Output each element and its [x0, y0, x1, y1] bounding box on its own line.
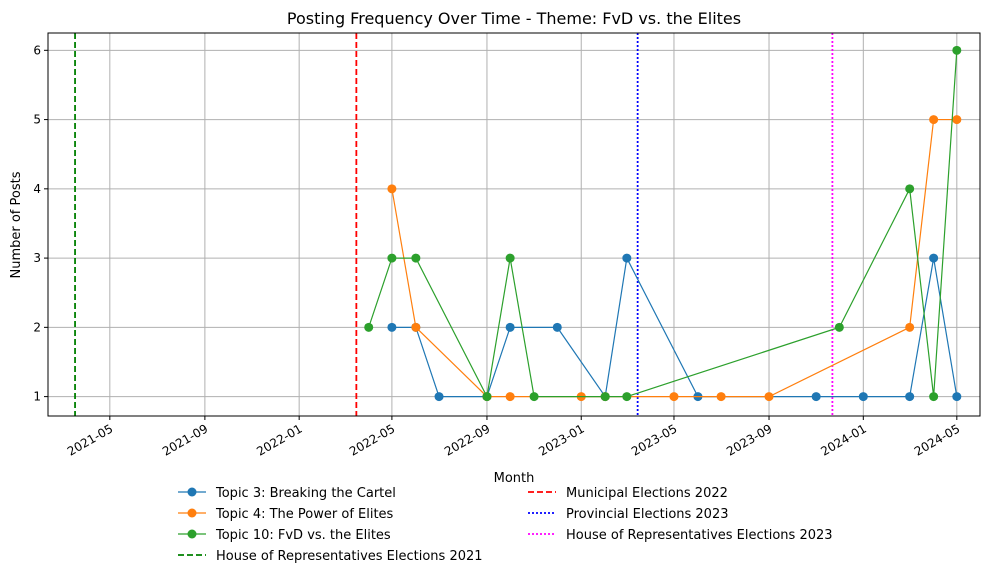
data-point [905, 184, 915, 194]
y-tick-label: 4 [33, 182, 41, 196]
series-layer [364, 45, 962, 402]
data-point [364, 322, 374, 332]
data-point [505, 392, 515, 402]
grid [48, 33, 980, 416]
legend-item: House of Representatives Elections 2021 [178, 549, 483, 564]
legend-label: Provincial Elections 2023 [566, 507, 729, 522]
data-point [387, 322, 397, 332]
x-axis-label: Month [494, 471, 535, 486]
legend-marker [187, 508, 197, 518]
series-line [391, 118, 957, 398]
data-point [905, 322, 915, 332]
data-point [764, 392, 774, 402]
legend-label: Topic 4: The Power of Elites [215, 507, 394, 522]
data-point [505, 322, 515, 332]
y-axis-label: Number of Posts [9, 171, 24, 278]
data-point [905, 392, 915, 402]
legend-item: Topic 10: FvD vs. the Elites [178, 528, 391, 543]
series-line [368, 50, 958, 399]
x-tick-label: 2023-01 [536, 421, 586, 458]
data-point [952, 392, 962, 402]
legend-label: Municipal Elections 2022 [566, 486, 728, 501]
legend-label: House of Representatives Elections 2021 [216, 549, 483, 564]
legend-item: Provincial Elections 2023 [528, 507, 729, 522]
legend-label: Topic 3: Breaking the Cartel [215, 486, 396, 501]
x-axis: 2021-05 2021-09 2022-01 2022-05 2022-09 2023-… [65, 416, 962, 459]
legend-item: Topic 3: Breaking the Cartel [178, 486, 396, 501]
x-tick-label: 2021-05 [65, 421, 115, 458]
x-tick-label: 2024-01 [818, 421, 868, 458]
data-point [387, 253, 397, 263]
data-point [622, 253, 632, 263]
data-point [482, 392, 492, 402]
data-point [552, 322, 562, 332]
data-point [952, 45, 962, 55]
data-point [952, 115, 962, 125]
y-tick-label: 1 [33, 390, 41, 404]
data-point [529, 392, 539, 402]
legend-item: Topic 4: The Power of Elites [178, 507, 394, 522]
chart-title: Posting Frequency Over Time - Theme: FvD… [287, 9, 741, 28]
data-point [411, 253, 421, 263]
data-point [622, 392, 632, 402]
x-tick-label: 2022-01 [254, 421, 304, 458]
data-point [929, 115, 939, 125]
data-point [834, 322, 844, 332]
data-point [411, 322, 421, 332]
data-point [811, 392, 821, 402]
legend-marker [187, 487, 197, 497]
x-tick-label: 2023-09 [724, 421, 774, 458]
y-tick-label: 5 [33, 113, 41, 127]
data-point [858, 392, 868, 402]
x-tick-label: 2023-05 [629, 421, 679, 458]
plot-frame [47, 32, 981, 417]
data-point [716, 392, 726, 402]
data-point [929, 253, 939, 263]
legend-label: Topic 10: FvD vs. the Elites [215, 528, 391, 543]
legend-label: House of Representatives Elections 2023 [566, 528, 833, 543]
data-point [505, 253, 515, 263]
y-tick-label: 6 [33, 43, 41, 57]
x-tick-label: 2021-09 [160, 421, 210, 458]
x-tick-label: 2022-05 [347, 421, 397, 458]
legend-item: House of Representatives Elections 2023 [528, 528, 833, 543]
y-tick-label: 2 [33, 320, 41, 334]
data-point [929, 392, 939, 402]
legend-item: Municipal Elections 2022 [528, 486, 728, 501]
data-point [669, 392, 679, 402]
y-axis: 1 2 3 4 5 6 [33, 43, 48, 404]
legend-marker [187, 529, 197, 539]
x-tick-label: 2022-09 [442, 421, 492, 458]
series-line [391, 256, 958, 399]
y-tick-label: 3 [33, 251, 41, 265]
data-point [600, 392, 610, 402]
reference-lines [74, 33, 834, 416]
data-point [387, 184, 397, 194]
data-point [434, 392, 444, 402]
legend: Topic 3: Breaking the Cartel Topic 4: The… [178, 486, 833, 564]
x-tick-label: 2024-05 [912, 421, 962, 458]
